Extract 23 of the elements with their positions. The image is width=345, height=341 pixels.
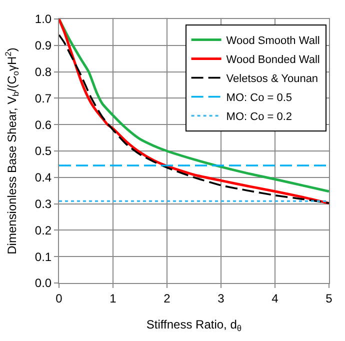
- y-tick-label: 0.6: [34, 118, 52, 132]
- y-tick-label: 0.9: [34, 38, 52, 53]
- y-tick-label: 0.4: [34, 170, 52, 185]
- x-tick-label: 5: [326, 291, 333, 306]
- legend-label: Veletsos & Younan: [226, 73, 318, 86]
- y-tick-label: 0.5: [34, 144, 52, 158]
- y-tick-label: 0.7: [34, 91, 52, 106]
- y-tick-label: 1.0: [34, 12, 52, 26]
- x-tick-label: 0: [56, 291, 63, 306]
- y-tick-label: 0.1: [34, 250, 52, 264]
- y-tick-label: 0.2: [34, 223, 52, 238]
- legend-label: MO: Co = 0.5: [226, 92, 292, 104]
- legend-label: Wood Smooth Wall: [226, 35, 320, 48]
- y-tick-label: 0.8: [34, 65, 52, 79]
- x-axis-title: Stiffness Ratio, d$_{θ}$: [146, 317, 242, 333]
- legend-label: Wood Bonded Wall: [226, 54, 320, 66]
- x-tick-label: 3: [218, 291, 225, 306]
- y-tick-label: 0.3: [34, 197, 52, 211]
- y-tick-label: 0.0: [34, 276, 52, 290]
- x-tick-label: 1: [110, 291, 117, 306]
- x-tick-label: 4: [272, 291, 279, 306]
- legend-label: MO: Co = 0.2: [226, 111, 292, 124]
- x-tick-label: 2: [164, 291, 171, 306]
